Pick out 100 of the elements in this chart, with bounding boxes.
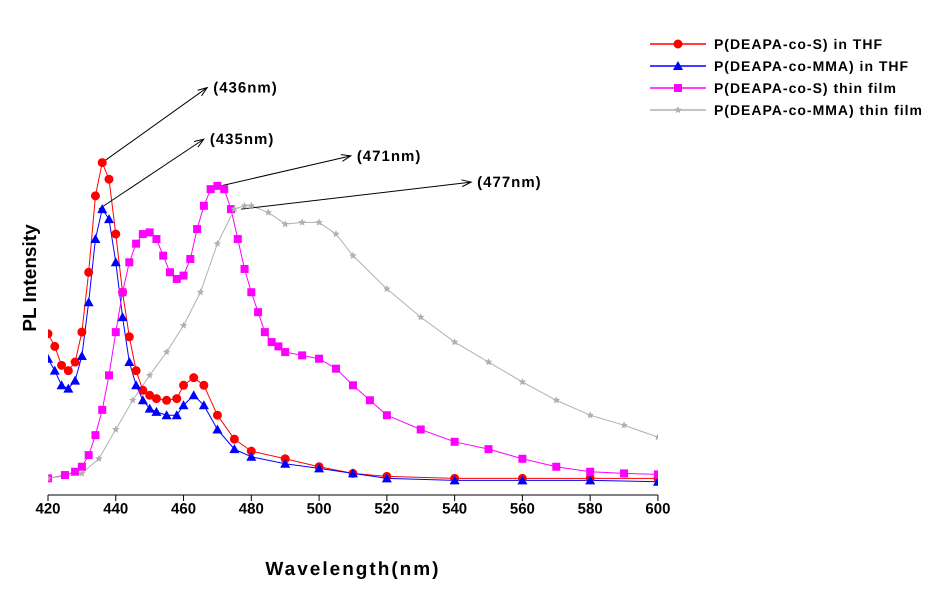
point <box>159 252 168 260</box>
point <box>70 358 80 367</box>
point <box>234 235 242 244</box>
point <box>382 411 391 420</box>
point <box>268 338 276 346</box>
point <box>518 378 526 386</box>
point <box>188 390 199 400</box>
point <box>111 230 120 239</box>
x-axis-title: Wavelength(nm) <box>265 559 441 580</box>
point <box>200 202 208 210</box>
point <box>179 380 188 390</box>
point <box>90 191 100 200</box>
point <box>281 220 289 228</box>
point <box>152 394 161 404</box>
point <box>118 312 128 322</box>
point <box>199 380 208 390</box>
point <box>50 366 60 375</box>
point <box>124 332 134 342</box>
point <box>172 394 182 404</box>
point <box>366 396 374 404</box>
point <box>146 371 154 379</box>
point <box>84 451 93 460</box>
point <box>332 364 340 373</box>
x-tick-label: 460 <box>171 500 196 518</box>
point <box>281 348 290 356</box>
point <box>50 342 60 351</box>
point <box>280 458 290 468</box>
point <box>620 421 628 428</box>
point <box>128 396 137 404</box>
point <box>484 445 493 454</box>
point <box>84 297 94 306</box>
point <box>112 328 120 336</box>
annotation: (436nm) <box>213 80 278 97</box>
point <box>162 348 170 356</box>
point <box>315 218 323 226</box>
point <box>98 406 106 414</box>
point <box>349 252 357 259</box>
point <box>57 360 66 370</box>
point <box>189 373 198 382</box>
point <box>104 174 114 184</box>
point <box>152 235 160 244</box>
point <box>214 240 222 247</box>
point <box>254 308 262 316</box>
point <box>97 204 108 214</box>
point <box>198 400 209 410</box>
point <box>90 234 100 244</box>
point <box>240 202 248 210</box>
x-tick-label: 520 <box>374 500 400 518</box>
point <box>146 228 154 236</box>
point <box>84 268 94 277</box>
point <box>63 384 74 393</box>
point <box>132 240 140 248</box>
point <box>138 386 148 395</box>
legend-label: P(DEAPA-co-S) in THF <box>714 36 884 52</box>
x-tick-label: 540 <box>442 500 468 518</box>
point <box>484 358 492 366</box>
point <box>298 218 306 226</box>
point <box>162 410 172 420</box>
point <box>131 380 142 390</box>
point <box>112 426 120 433</box>
point <box>110 257 121 266</box>
point <box>212 410 222 420</box>
point <box>586 468 594 476</box>
x-tick-label: 580 <box>578 500 603 518</box>
point <box>450 338 458 346</box>
point <box>552 462 560 471</box>
x-tick-label: 600 <box>645 500 670 518</box>
point <box>180 272 188 280</box>
point <box>264 208 272 216</box>
point <box>151 406 162 416</box>
point <box>260 328 269 336</box>
legend-label: P(DEAPA-co-MMA) thin film <box>714 102 923 118</box>
point <box>132 366 141 376</box>
point <box>95 454 103 462</box>
point <box>586 411 594 418</box>
point <box>145 390 154 400</box>
annotation: (471nm) <box>356 148 422 165</box>
point <box>178 400 189 410</box>
point <box>248 202 256 210</box>
point <box>104 214 114 224</box>
x-tick-label: 440 <box>103 500 128 518</box>
point <box>518 454 526 463</box>
point <box>193 225 202 234</box>
point <box>76 351 87 360</box>
y-axis-title: PL Intensity <box>20 224 41 332</box>
point <box>620 469 628 478</box>
point <box>78 462 86 471</box>
point <box>332 230 340 238</box>
legend-label: P(DEAPA-co-MMA) in THF <box>714 58 910 74</box>
point <box>98 158 107 168</box>
point <box>172 410 182 420</box>
point <box>315 354 324 363</box>
point <box>206 185 215 194</box>
point <box>64 366 73 376</box>
point <box>229 444 240 454</box>
point <box>144 404 155 413</box>
point <box>298 351 306 360</box>
point <box>60 471 69 480</box>
point <box>246 452 256 461</box>
point <box>162 396 172 405</box>
